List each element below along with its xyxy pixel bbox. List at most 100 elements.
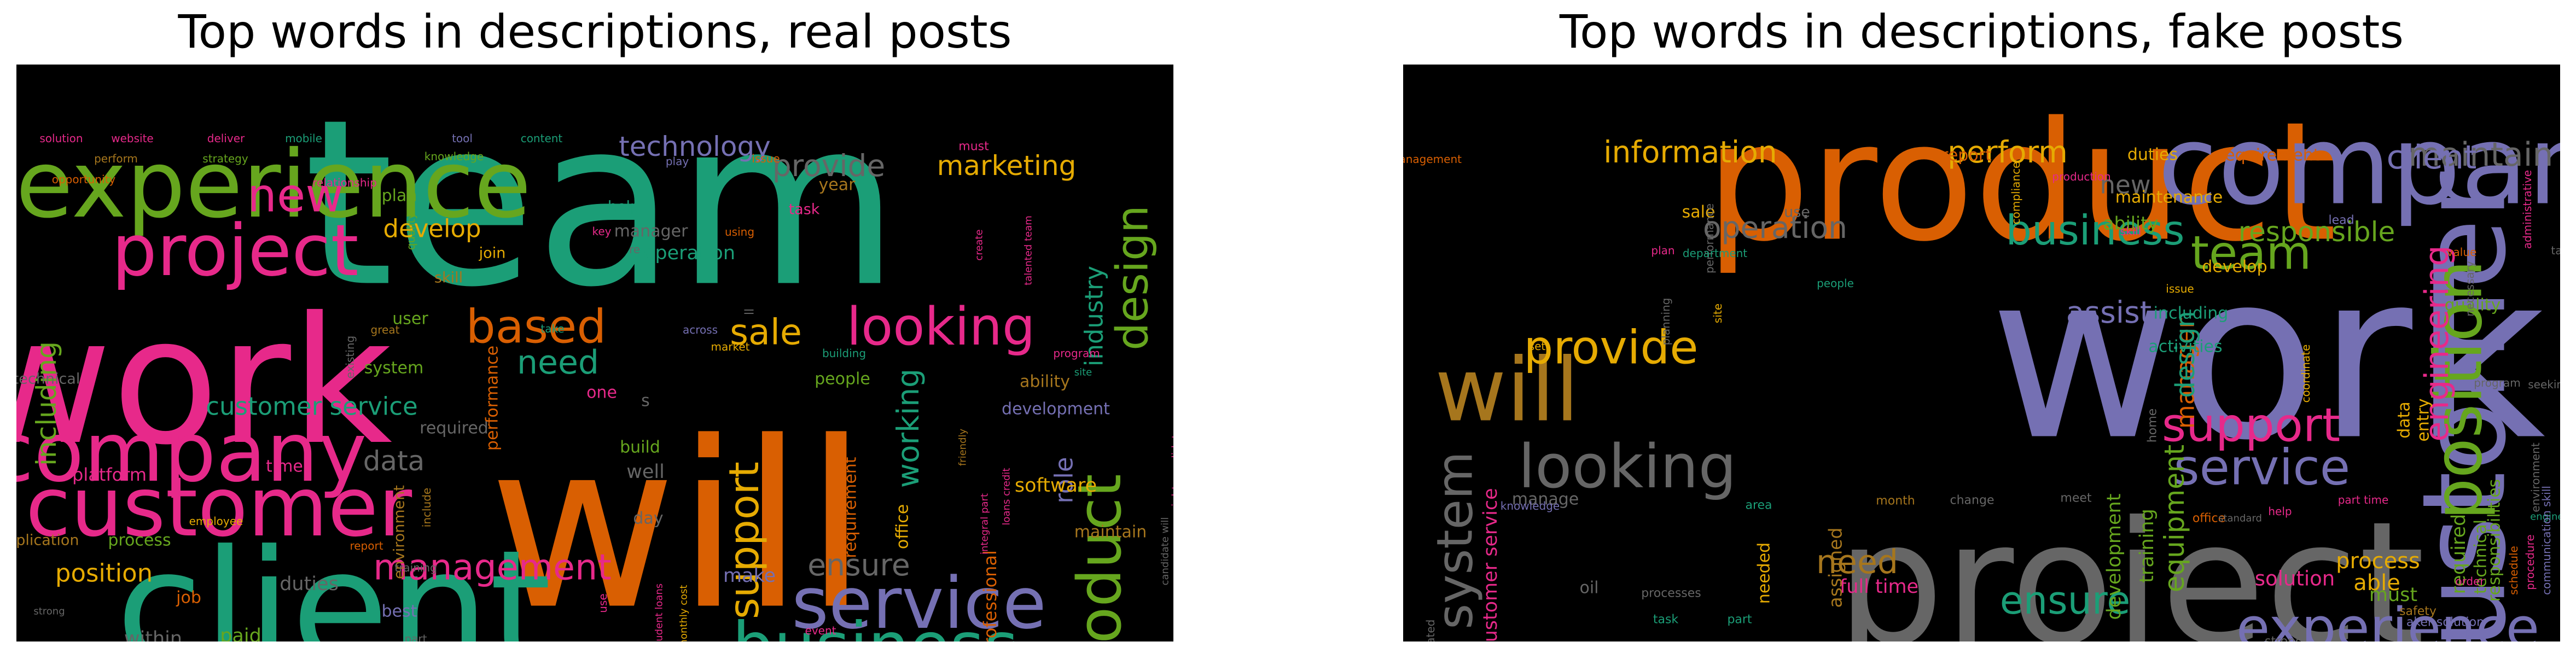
fake-word-procedure: procedure	[2523, 534, 2537, 590]
fake-word-requirement: requirement	[2218, 146, 2319, 165]
fake-word-quality: quality	[2445, 296, 2501, 315]
fake-word-work: work	[1990, 224, 2545, 491]
fake-word-change: change	[1950, 494, 1994, 508]
real-word-report: report	[350, 539, 383, 552]
real-word-customer-service: customer service	[206, 392, 417, 421]
real-word-candidate-will: candidate will	[1160, 517, 1171, 586]
real-word-quality: quality	[404, 213, 417, 250]
fake-word-assigned: assigned	[1825, 528, 1846, 608]
real-word-design: design	[1107, 205, 1158, 350]
fake-word-seeking: seeking	[2528, 378, 2560, 391]
fake-word-coordinate: coordinate	[2299, 345, 2312, 403]
real-word-time: time	[266, 457, 303, 476]
real-word-monthly-cost: monthly cost	[678, 585, 690, 641]
fake-word-product: product	[1706, 87, 2337, 278]
real-word-experience: experience	[16, 131, 531, 239]
real-word-student-loans: student loans	[654, 584, 665, 641]
fake-word-production: production	[2052, 170, 2110, 183]
fake-word-need: need	[1816, 543, 1898, 581]
fake-word-development: development	[2103, 494, 2125, 620]
fake-word-home: home	[2146, 409, 2160, 442]
real-word-make: make	[723, 565, 776, 587]
real-word-year: year	[819, 176, 856, 195]
real-word-use: use	[596, 593, 609, 613]
fake-word-provide: provide	[1523, 321, 1698, 375]
real-word-help: help	[608, 199, 639, 215]
real-word-tool: tool	[452, 132, 473, 145]
fake-word-program: program	[2474, 376, 2520, 389]
fake-word-necessary: necessary	[2463, 261, 2476, 317]
real-word-system: system	[364, 359, 423, 378]
real-word-performance: performance	[483, 346, 502, 451]
real-word-looking: looking	[847, 297, 1036, 357]
real-word-process: process	[108, 531, 171, 550]
real-word-ll: ll	[743, 308, 757, 315]
fake-word-perform: perform	[1947, 135, 2068, 170]
fake-word-strong: strong	[2265, 635, 2303, 642]
fake-word-system: system	[1427, 451, 1484, 629]
real-word-across: across	[683, 323, 718, 336]
fake-word-maintenance: maintenance	[2115, 188, 2223, 207]
fake-word-related: related	[1424, 620, 1437, 641]
real-word-event: event	[805, 624, 836, 637]
fake-word-take: take	[2551, 244, 2560, 257]
real-word-mobile: mobile	[285, 132, 322, 145]
fake-word-team: team	[2191, 226, 2312, 281]
fake-word-looking: looking	[1519, 431, 1737, 501]
real-word-solution: solution	[39, 132, 83, 145]
fake-word-performance: performance	[1703, 203, 1716, 273]
real-word-website: website	[111, 132, 153, 145]
real-word-company: company	[16, 405, 367, 500]
fake-word-standard: standard	[2218, 513, 2262, 524]
real-word-team: team	[304, 71, 900, 338]
fake-word-training: training	[2136, 509, 2158, 583]
fake-word-must: must	[2369, 584, 2417, 606]
fake-word-experience: experience	[2236, 596, 2539, 642]
real-word-join: join	[479, 245, 506, 262]
real-word-need: need	[517, 343, 599, 382]
fake-word-project: project	[1836, 486, 2425, 642]
fake-word-month: month	[1876, 494, 1915, 508]
real-word-including: including	[31, 341, 62, 466]
real-word-industry: industry	[1080, 266, 1109, 366]
fake-word-technical: technical	[2472, 520, 2491, 594]
fake-word-issue: issue	[2166, 282, 2194, 295]
real-word-develop: develop	[383, 214, 481, 243]
fake-word-data: data	[2395, 401, 2414, 439]
real-word-people: people	[815, 370, 870, 389]
real-word-deliver: deliver	[207, 132, 245, 145]
real-word-client: client	[116, 517, 552, 642]
fake-word-processes: processes	[1641, 587, 1701, 600]
real-word-knowledge: knowledge	[425, 150, 484, 163]
fake-word-planning: planning	[1659, 298, 1672, 346]
fake-word-schedule: schedule	[2507, 546, 2520, 595]
fake-word-customer: customer	[2398, 171, 2532, 641]
fake-word-part-time: part time	[2338, 493, 2389, 506]
real-word-web: web	[996, 639, 1019, 641]
fake-word-assist: assist	[2066, 295, 2152, 330]
real-word-requirement: requirement	[841, 457, 860, 558]
fake-word-engineering: engineering	[2418, 245, 2456, 441]
fake-word-department: department	[1683, 247, 1747, 260]
fake-word-service: service	[2174, 439, 2350, 497]
fake-word-responsibilities: responsibilities	[2485, 479, 2504, 602]
real-word-strategy: strategy	[202, 152, 248, 165]
fake-word-information: information	[1603, 135, 1777, 170]
real-word-within: within	[124, 628, 182, 641]
real-word-operation: operation	[643, 242, 735, 264]
fake-word-support: support	[2162, 399, 2340, 453]
real-word-friendly: friendly	[957, 429, 969, 466]
real-word-site: site	[1074, 367, 1092, 378]
real-word-key: key	[592, 225, 611, 238]
real-word-market: market	[711, 340, 750, 353]
real-word-strong: strong	[33, 606, 65, 617]
fake-word-maintain: maintain	[2409, 136, 2554, 174]
real-word-one: one	[586, 383, 617, 403]
real-word-will: will	[489, 393, 868, 642]
real-word-position: position	[55, 559, 153, 588]
real-word-must: must	[958, 140, 989, 154]
chart-title-fake: Top words in descriptions, fake posts	[1559, 5, 2404, 59]
fake-word-position: position	[2421, 260, 2497, 520]
real-word-plan: plan	[382, 186, 417, 206]
fake-word-compliance: compliance	[2009, 162, 2022, 225]
